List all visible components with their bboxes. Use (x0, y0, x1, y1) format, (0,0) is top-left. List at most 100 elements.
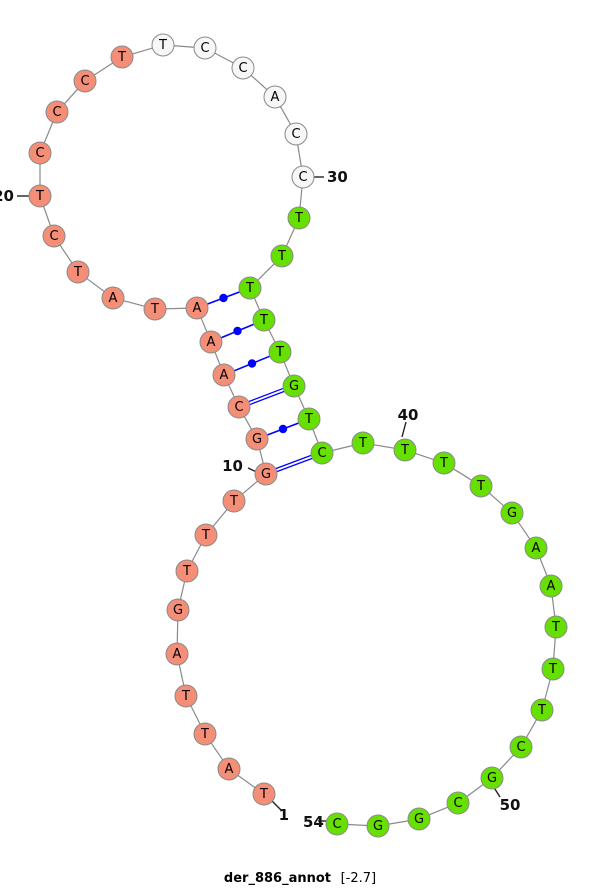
nucleotide-circle[interactable] (45, 100, 69, 124)
nucleotide-circle[interactable] (175, 559, 199, 583)
nucleotide-18-T[interactable]: T (66, 260, 90, 284)
nucleotide-27-C[interactable]: C (231, 56, 255, 80)
nucleotide-8-T[interactable]: T (194, 523, 218, 547)
nucleotide-17-A[interactable]: A (101, 286, 125, 310)
nucleotide-44-A[interactable]: A (524, 536, 548, 560)
nucleotide-29-C[interactable]: C (284, 122, 308, 146)
nucleotide-circle[interactable] (282, 374, 306, 398)
nucleotide-4-T[interactable]: T (174, 684, 198, 708)
nucleotide-circle[interactable] (541, 657, 565, 681)
nucleotide-7-T[interactable]: T (175, 559, 199, 583)
nucleotide-11-G[interactable]: G (245, 427, 269, 451)
nucleotide-circle[interactable] (165, 642, 189, 666)
nucleotide-25-T[interactable]: T (151, 33, 175, 57)
nucleotide-circle[interactable] (325, 812, 349, 836)
nucleotide-circle[interactable] (28, 141, 52, 165)
nucleotide-41-T[interactable]: T (432, 451, 456, 475)
nucleotide-1-T[interactable]: T (252, 782, 276, 806)
nucleotide-circle[interactable] (297, 407, 321, 431)
nucleotide-circle[interactable] (143, 297, 167, 321)
nucleotide-circle[interactable] (351, 431, 375, 455)
nucleotide-50-G[interactable]: G (480, 766, 504, 790)
nucleotide-circle[interactable] (151, 33, 175, 57)
nucleotide-31-T[interactable]: T (287, 206, 311, 230)
nucleotide-51-C[interactable]: C (446, 791, 470, 815)
nucleotide-circle[interactable] (268, 340, 292, 364)
nucleotide-37-T[interactable]: T (297, 407, 321, 431)
nucleotide-52-G[interactable]: G (407, 807, 431, 831)
nucleotide-circle[interactable] (101, 286, 125, 310)
nucleotide-circle[interactable] (231, 56, 255, 80)
nucleotide-circle[interactable] (393, 438, 417, 462)
nucleotide-circle[interactable] (166, 598, 190, 622)
nucleotide-22-C[interactable]: C (45, 100, 69, 124)
nucleotide-43-G[interactable]: G (500, 501, 524, 525)
nucleotide-circle[interactable] (73, 69, 97, 93)
nucleotide-47-T[interactable]: T (541, 657, 565, 681)
nucleotide-circle[interactable] (193, 722, 217, 746)
nucleotide-circle[interactable] (480, 766, 504, 790)
nucleotide-10-G[interactable]: G (254, 462, 278, 486)
nucleotide-19-C[interactable]: C (42, 224, 66, 248)
nucleotide-53-G[interactable]: G (366, 814, 390, 838)
nucleotide-circle[interactable] (432, 451, 456, 475)
nucleotide-circle[interactable] (245, 427, 269, 451)
nucleotide-circle[interactable] (252, 308, 276, 332)
nucleotide-circle[interactable] (366, 814, 390, 838)
nucleotide-3-T[interactable]: T (193, 722, 217, 746)
nucleotide-circle[interactable] (193, 36, 217, 60)
nucleotide-32-T[interactable]: T (270, 244, 294, 268)
nucleotide-circle[interactable] (227, 395, 251, 419)
nucleotide-20-T[interactable]: T (28, 184, 52, 208)
nucleotide-9-T[interactable]: T (222, 489, 246, 513)
nucleotide-5-A[interactable]: A (165, 642, 189, 666)
nucleotide-circle[interactable] (291, 165, 315, 189)
nucleotide-circle[interactable] (469, 474, 493, 498)
nucleotide-14-A[interactable]: A (199, 330, 223, 354)
nucleotide-40-T[interactable]: T (393, 438, 417, 462)
nucleotide-circle[interactable] (500, 501, 524, 525)
nucleotide-circle[interactable] (185, 296, 209, 320)
nucleotide-circle[interactable] (174, 684, 198, 708)
nucleotide-23-C[interactable]: C (73, 69, 97, 93)
nucleotide-circle[interactable] (199, 330, 223, 354)
nucleotide-circle[interactable] (524, 536, 548, 560)
nucleotide-circle[interactable] (270, 244, 294, 268)
nucleotide-circle[interactable] (530, 698, 554, 722)
nucleotide-38-C[interactable]: C (310, 441, 334, 465)
nucleotide-35-T[interactable]: T (268, 340, 292, 364)
nucleotide-13-A[interactable]: A (212, 363, 236, 387)
nucleotide-45-A[interactable]: A (539, 574, 563, 598)
nucleotide-30-C[interactable]: C (291, 165, 315, 189)
nucleotide-33-T[interactable]: T (238, 276, 262, 300)
nucleotide-12-C[interactable]: C (227, 395, 251, 419)
nucleotide-42-T[interactable]: T (469, 474, 493, 498)
nucleotide-36-G[interactable]: G (282, 374, 306, 398)
nucleotide-circle[interactable] (407, 807, 431, 831)
nucleotide-circle[interactable] (310, 441, 334, 465)
nucleotide-circle[interactable] (509, 735, 533, 759)
nucleotide-circle[interactable] (446, 791, 470, 815)
nucleotide-circle[interactable] (263, 85, 287, 109)
nucleotide-circle[interactable] (252, 782, 276, 806)
nucleotide-21-C[interactable]: C (28, 141, 52, 165)
nucleotide-circle[interactable] (66, 260, 90, 284)
nucleotide-circle[interactable] (42, 224, 66, 248)
nucleotide-46-T[interactable]: T (544, 615, 568, 639)
nucleotide-circle[interactable] (222, 489, 246, 513)
nucleotide-circle[interactable] (110, 45, 134, 69)
nucleotide-34-T[interactable]: T (252, 308, 276, 332)
nucleotide-circle[interactable] (212, 363, 236, 387)
nucleotide-54-C[interactable]: C (325, 812, 349, 836)
nucleotide-28-A[interactable]: A (263, 85, 287, 109)
nucleotide-26-C[interactable]: C (193, 36, 217, 60)
nucleotide-circle[interactable] (284, 122, 308, 146)
nucleotide-circle[interactable] (28, 184, 52, 208)
nucleotide-circle[interactable] (287, 206, 311, 230)
nucleotide-circle[interactable] (194, 523, 218, 547)
nucleotide-24-T[interactable]: T (110, 45, 134, 69)
nucleotide-circle[interactable] (539, 574, 563, 598)
nucleotide-39-T[interactable]: T (351, 431, 375, 455)
nucleotide-circle[interactable] (238, 276, 262, 300)
nucleotide-49-C[interactable]: C (509, 735, 533, 759)
